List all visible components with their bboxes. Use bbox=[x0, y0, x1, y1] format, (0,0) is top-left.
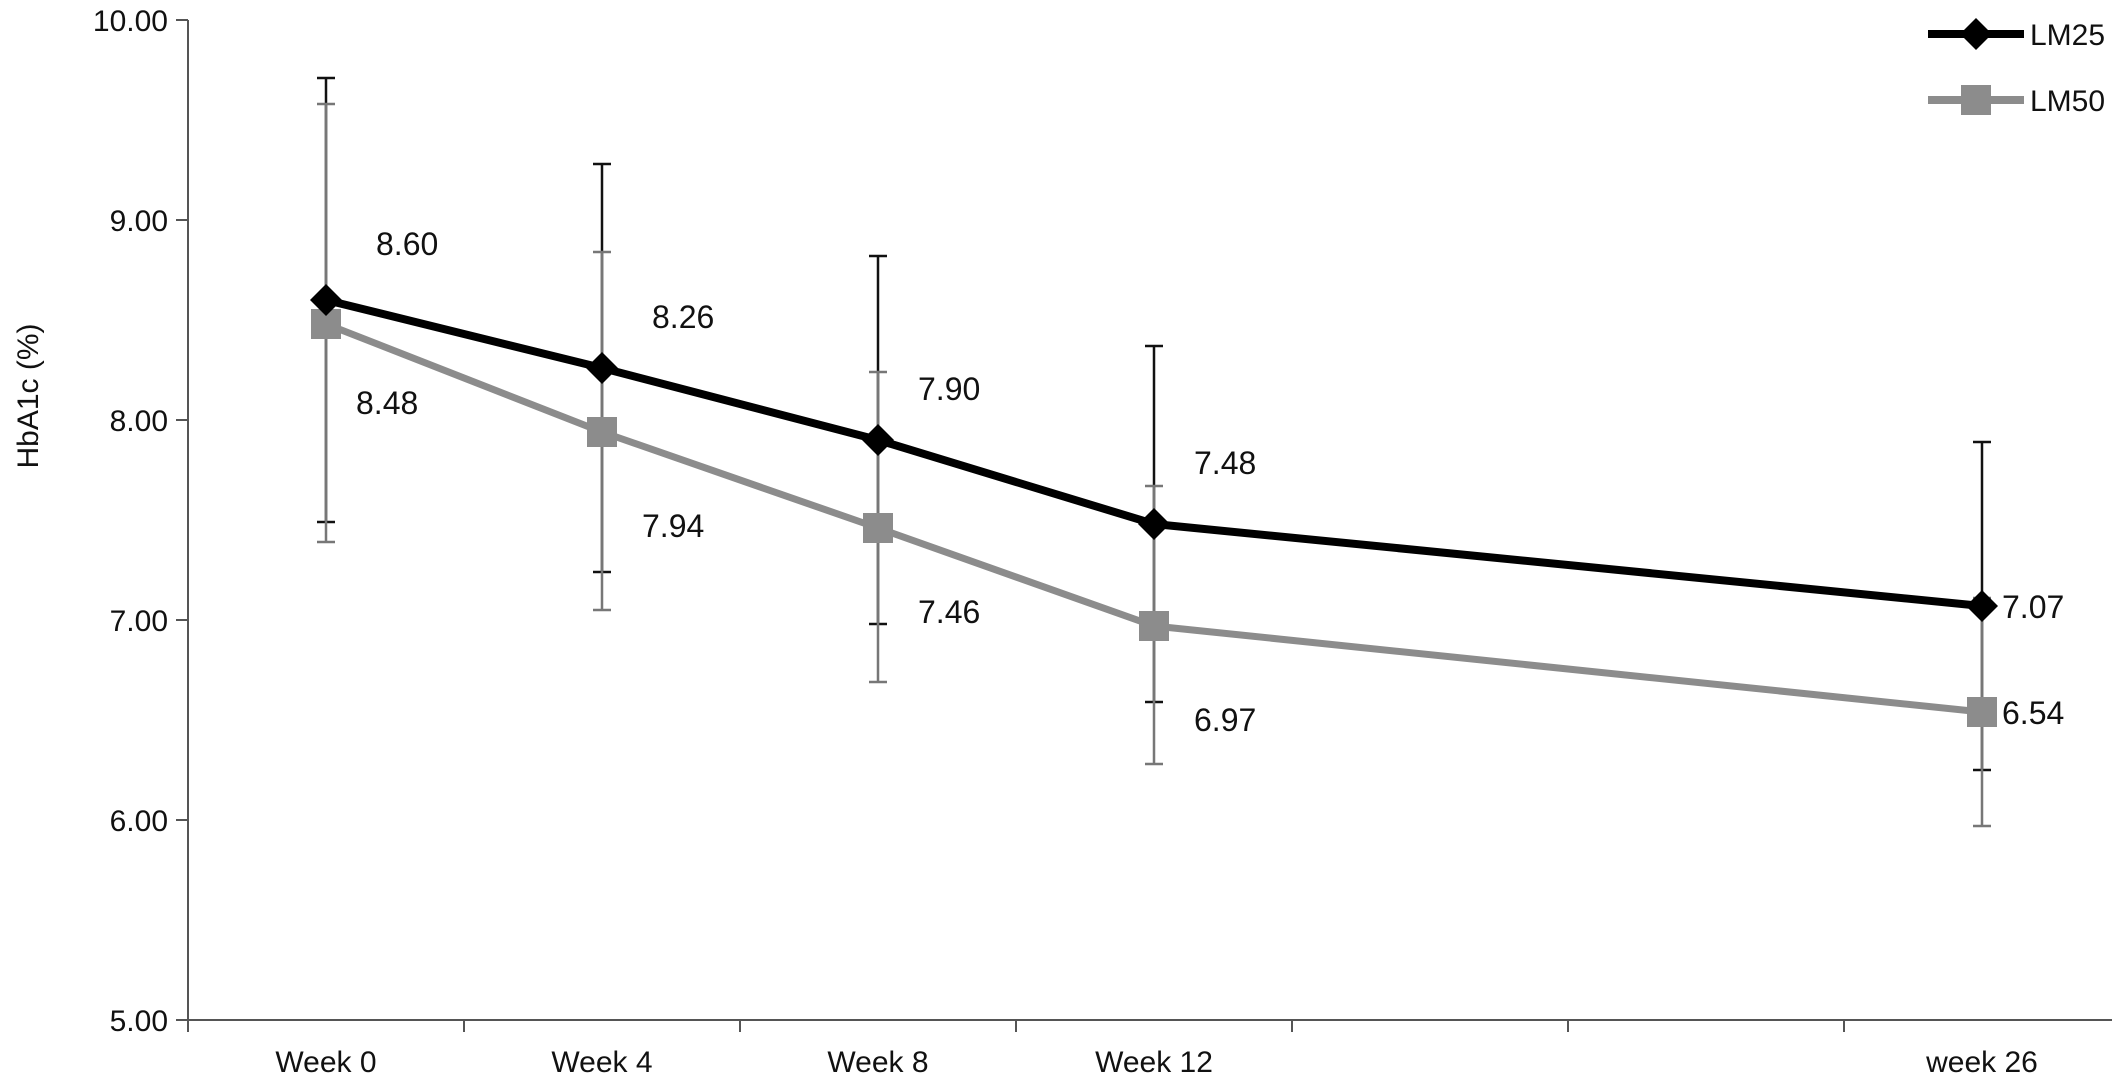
error-bars bbox=[317, 76, 1991, 828]
y-tick-label: 10.00 bbox=[93, 5, 168, 38]
legend-marker-lm25 bbox=[1960, 18, 1992, 50]
data-label-lm25: 7.07 bbox=[2002, 589, 2064, 625]
data-label-lm50: 8.48 bbox=[356, 385, 418, 421]
marker-lm25 bbox=[1966, 590, 1998, 622]
x-tick-label: Week 8 bbox=[827, 1046, 928, 1079]
marker-lm50 bbox=[863, 513, 893, 543]
data-labels: 8.60 8.26 7.90 7.48 7.07 8.48 7.94 7.46 6.97 6.54 bbox=[356, 226, 2064, 738]
y-axis-title: HbA1c (%) bbox=[12, 323, 45, 468]
x-tick-label: Week 4 bbox=[551, 1046, 652, 1079]
y-tick-label: 5.00 bbox=[110, 1005, 168, 1038]
axes: 5.00 6.00 7.00 8.00 9.00 10.00 Week 0 Week 4 Wee… bbox=[93, 5, 2112, 1079]
x-tick-label: Week 12 bbox=[1095, 1046, 1213, 1079]
marker-lm25 bbox=[1138, 508, 1170, 540]
legend-label-lm25: LM25 bbox=[2030, 19, 2105, 52]
marker-lm50 bbox=[1139, 611, 1169, 641]
x-tick-label: week 26 bbox=[1925, 1046, 2038, 1079]
legend: LM25 LM50 bbox=[1928, 18, 2105, 118]
marker-lm50 bbox=[1967, 697, 1997, 727]
data-label-lm25: 7.48 bbox=[1194, 445, 1256, 481]
legend-marker-lm50 bbox=[1961, 85, 1991, 115]
marker-lm50 bbox=[587, 417, 617, 447]
data-label-lm50: 6.54 bbox=[2002, 695, 2064, 731]
marker-lm25 bbox=[586, 352, 618, 384]
data-label-lm25: 8.60 bbox=[376, 226, 438, 262]
data-label-lm25: 7.90 bbox=[918, 371, 980, 407]
data-label-lm50: 7.94 bbox=[642, 508, 704, 544]
y-tick-label: 6.00 bbox=[110, 805, 168, 838]
legend-label-lm50: LM50 bbox=[2030, 85, 2105, 118]
data-label-lm25: 8.26 bbox=[652, 299, 714, 335]
data-label-lm50: 7.46 bbox=[918, 594, 980, 630]
marker-lm25 bbox=[310, 284, 342, 316]
y-tick-label: 7.00 bbox=[110, 605, 168, 638]
x-tick-label: Week 0 bbox=[275, 1046, 376, 1079]
data-label-lm50: 6.97 bbox=[1194, 702, 1256, 738]
y-tick-label: 8.00 bbox=[110, 405, 168, 438]
marker-lm25 bbox=[862, 424, 894, 456]
y-tick-label: 9.00 bbox=[110, 205, 168, 238]
series-markers bbox=[310, 284, 1998, 727]
